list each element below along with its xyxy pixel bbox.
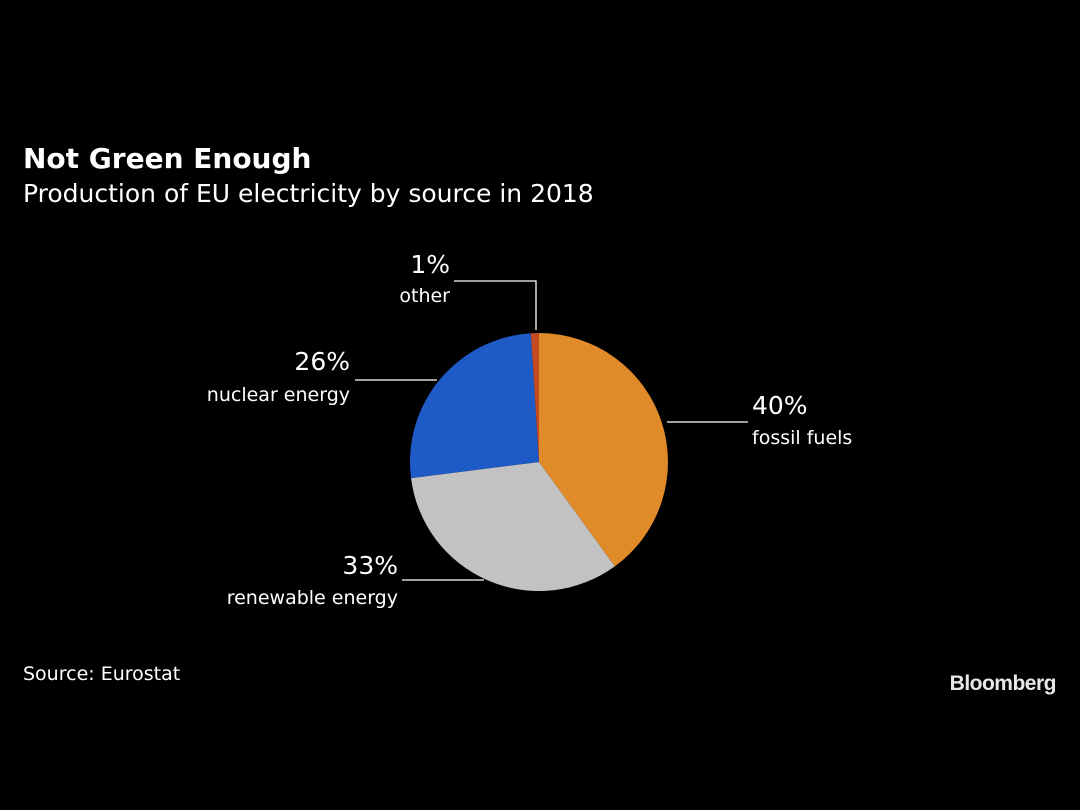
value-label: 26% [294,347,350,376]
chart-title: Not Green Enough [23,142,311,175]
pie-slice [530,333,539,462]
pie-slice [539,333,668,567]
value-label: 1% [410,250,450,279]
leader-line [454,280,537,330]
pie-slice [410,333,539,479]
source: Source: Eurostat [23,663,180,685]
category-label: fossil fuels [752,427,852,449]
brand-logo: Bloomberg [950,672,1056,695]
chart-subtitle: Production of EU electricity by source i… [23,179,594,208]
pie-slice [411,462,615,591]
category-label: nuclear energy [207,384,350,406]
value-label: 40% [752,391,808,420]
value-label: 33% [342,551,398,580]
category-label: other [399,285,450,307]
category-label: renewable energy [227,587,398,609]
